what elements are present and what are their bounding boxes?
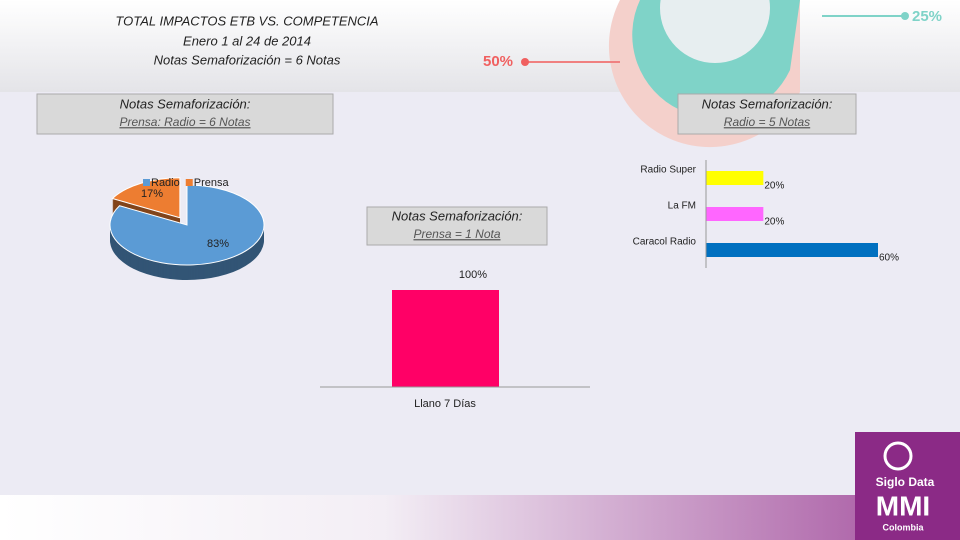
header-notes: Notas Semaforización = 6 Notas xyxy=(154,52,341,67)
pie-slice xyxy=(111,177,181,219)
info-box xyxy=(366,206,548,246)
decor-label: 25% xyxy=(912,8,942,25)
logo-country: Colombia xyxy=(882,522,924,532)
globe xyxy=(660,0,770,63)
decor-dot xyxy=(901,12,909,20)
header-title: TOTAL IMPACTOS ETB VS. COMPETENCIA xyxy=(115,13,378,28)
box-title: Notas Semaforización: xyxy=(392,208,523,223)
data-label: 60% xyxy=(879,253,899,264)
logo-brand: Siglo Data xyxy=(876,475,935,489)
footer-band xyxy=(0,495,960,540)
data-label: 100% xyxy=(459,269,487,281)
logo-panel xyxy=(855,432,960,540)
logo-name: MMI xyxy=(876,490,930,521)
bar xyxy=(706,243,878,257)
info-box xyxy=(36,93,334,135)
logo-icon xyxy=(883,441,913,471)
globe-decor xyxy=(521,0,909,148)
x-tick-label: Llano 7 Días xyxy=(414,398,476,410)
y-tick-label: Radio Super xyxy=(640,165,696,176)
data-label: 20% xyxy=(764,181,784,192)
box-title: Notas Semaforización: xyxy=(702,96,833,111)
bar xyxy=(392,290,499,387)
legend-label: Prensa xyxy=(194,177,230,189)
box-subtitle: Radio = 5 Notas xyxy=(724,115,810,129)
data-label: 83% xyxy=(207,238,229,250)
bar xyxy=(706,207,764,221)
pie-slice xyxy=(109,184,265,266)
y-tick-label: Caracol Radio xyxy=(633,237,697,248)
box-subtitle: Prensa: Radio = 6 Notas xyxy=(119,115,250,129)
data-label: 17% xyxy=(141,188,163,200)
decor-dot xyxy=(521,58,529,66)
legend-swatch xyxy=(185,179,193,186)
y-tick-label: La FM xyxy=(668,201,696,212)
logo: Siglo Data MMI Colombia xyxy=(855,432,960,540)
header-dates: Enero 1 al 24 de 2014 xyxy=(183,33,311,48)
box-subtitle: Prensa = 1 Nota xyxy=(413,227,500,241)
box-title: Notas Semaforización: xyxy=(120,96,251,111)
legend-swatch xyxy=(143,179,150,186)
data-label: 20% xyxy=(764,217,784,228)
legend-label: Radio xyxy=(151,177,180,189)
bar xyxy=(706,171,764,185)
info-box xyxy=(677,93,857,135)
decor-label: 50% xyxy=(483,53,513,70)
